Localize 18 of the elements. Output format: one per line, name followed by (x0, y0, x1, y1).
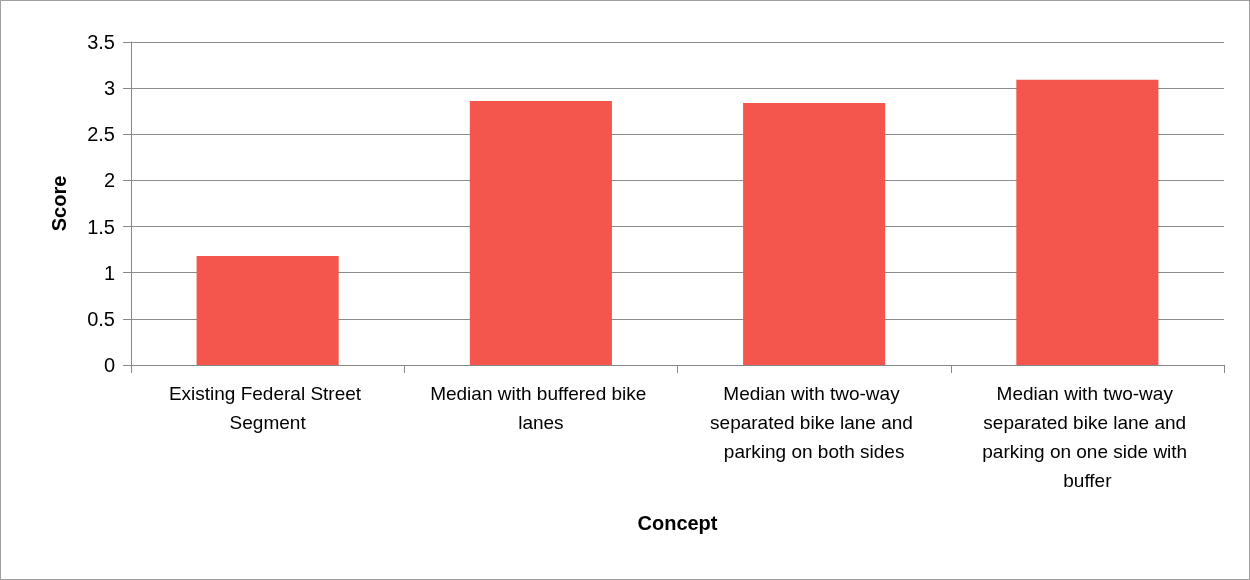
y-tick-label: 3 (103, 77, 115, 100)
bar (1016, 79, 1159, 365)
bar (743, 102, 886, 365)
y-tick-label: 0.5 (87, 307, 115, 330)
y-tick-label: 1.5 (87, 215, 115, 238)
x-tick-label: Existing Federal Street Segment (168, 383, 367, 433)
y-tick-label: 2 (103, 169, 115, 192)
x-axis-title: Concept (637, 512, 718, 534)
y-tick-label: 3.5 (87, 31, 115, 53)
x-tick-label: Median with two-way separated bike lane and parking on one side with buffer (982, 383, 1193, 491)
y-axis-title: Score (48, 175, 70, 232)
bar (196, 256, 339, 365)
bar (469, 101, 612, 365)
x-tick-label: Median with buffered bike lanes (430, 383, 652, 433)
y-tick-label: 2.5 (87, 123, 115, 146)
x-tick-label: Median with two-way separated bike lane and parking on both sides (710, 383, 919, 462)
y-tick-label: 1 (103, 261, 115, 284)
y-tick-label: 0 (103, 354, 115, 376)
